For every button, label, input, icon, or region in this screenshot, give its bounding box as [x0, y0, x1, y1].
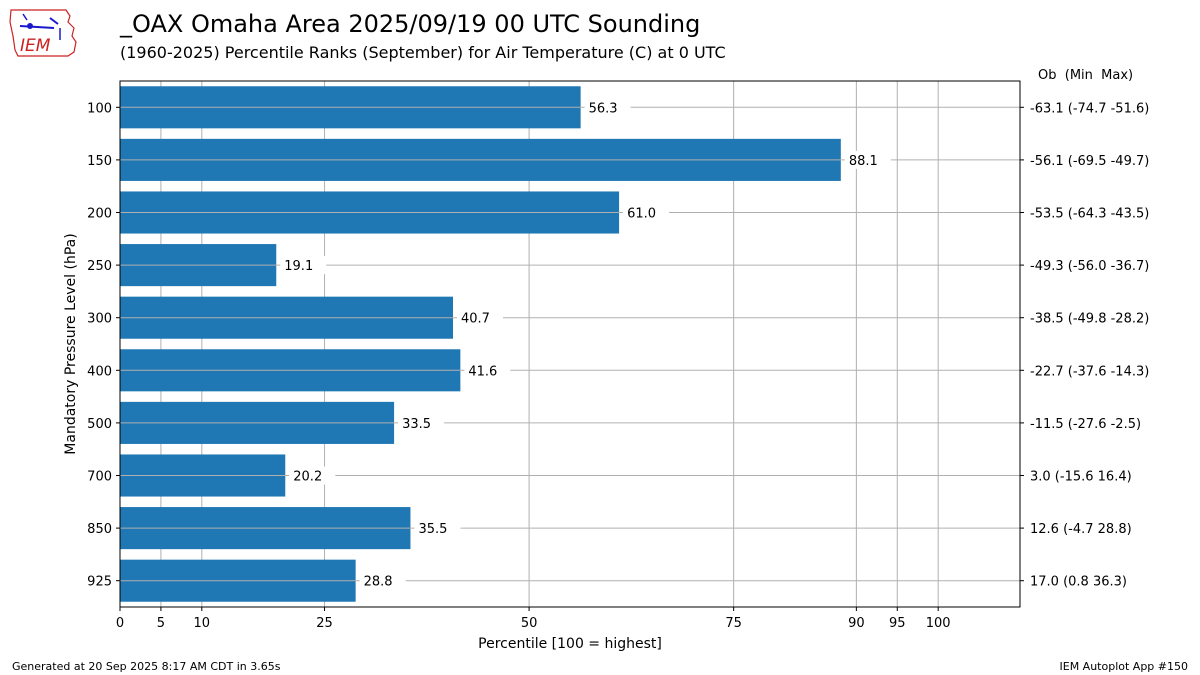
iowa-map-icon: IEM [9, 9, 77, 57]
value-label-background [584, 98, 631, 117]
right-tick-label: -53.5 (-64.3 -43.5) [1030, 207, 1149, 222]
x-tick-label: 95 [889, 616, 906, 631]
right-tick-label: -63.1 (-74.7 -51.6) [1030, 101, 1149, 116]
value-label: 40.7 [461, 312, 490, 327]
y-tick-label: 150 [87, 154, 112, 169]
y-tick-label: 300 [87, 312, 112, 327]
footer-generated-text: Generated at 20 Sep 2025 8:17 AM CDT in … [12, 660, 281, 673]
x-tick-label: 0 [116, 616, 124, 631]
right-tick-label: -49.3 (-56.0 -36.7) [1030, 259, 1149, 274]
x-tick-label: 90 [848, 616, 865, 631]
x-tick-label: 50 [521, 616, 538, 631]
right-tick-label: -22.7 (-37.6 -14.3) [1030, 364, 1149, 379]
axis-ticks: 0 5 10 25 50 75 90 95 100 100 -63.1 (-74.7 -51.6) 1… [87, 101, 1149, 631]
value-label-background [414, 519, 461, 538]
value-label-background [398, 413, 445, 432]
x-axis-label: Percentile [100 = highest] [478, 636, 662, 652]
value-label-background [359, 571, 406, 590]
value-label: 28.8 [364, 575, 393, 590]
y-tick-label: 100 [87, 101, 112, 116]
y-tick-label: 925 [87, 575, 112, 590]
footer-app-label: IEM Autoplot App #150 [1059, 660, 1189, 673]
y-axis-label: Mandatory Pressure Level (hPa) [63, 233, 79, 454]
y-tick-label: 500 [87, 417, 112, 432]
value-label-background [457, 308, 503, 327]
plot-frame [119, 80, 1021, 608]
y-tick-label: 200 [87, 207, 112, 222]
right-tick-label: -56.1 (-69.5 -49.7) [1030, 154, 1149, 169]
x-tick-label: 100 [926, 616, 951, 631]
page-subtitle: (1960-2025) Percentile Ranks (September)… [120, 43, 726, 62]
value-labels: 56.3 88.1 61.0 19.1 40.7 41.6 33.5 20.2 35.5 28.8 [280, 98, 891, 590]
x-tick-label: 25 [316, 616, 333, 631]
y-tick-label: 700 [87, 470, 112, 485]
value-label-background [280, 256, 327, 275]
value-label-background [844, 150, 891, 169]
bars [120, 86, 841, 602]
value-label: 35.5 [418, 522, 447, 537]
value-label: 19.1 [284, 259, 313, 274]
right-tick-label: 12.6 (-4.7 28.8) [1030, 522, 1132, 537]
logo-text: IEM [20, 36, 51, 56]
value-label: 41.6 [468, 364, 497, 379]
right-tick-label: 3.0 (-15.6 16.4) [1030, 470, 1132, 485]
value-label: 56.3 [589, 101, 618, 116]
value-label-background [464, 361, 511, 380]
page-title: _OAX Omaha Area 2025/09/19 00 UTC Soundi… [120, 10, 701, 38]
right-tick-label: 17.0 (0.8 36.3) [1030, 575, 1127, 590]
y-tick-label: 400 [87, 364, 112, 379]
value-label: 88.1 [849, 154, 878, 169]
value-label: 61.0 [627, 207, 656, 222]
value-label: 20.2 [293, 470, 322, 485]
x-tick-label: 75 [725, 616, 742, 631]
value-label: 33.5 [402, 417, 431, 432]
right-tick-label: -38.5 (-49.8 -28.2) [1030, 312, 1149, 327]
right-tick-label: -11.5 (-27.6 -2.5) [1030, 417, 1141, 432]
value-label-background [289, 466, 336, 485]
right-column-header: Ob (Min Max) [1038, 68, 1134, 83]
x-tick-label: 10 [194, 616, 211, 631]
y-tick-label: 250 [87, 259, 112, 274]
iem-logo: IEM [8, 6, 80, 60]
x-tick-label: 5 [157, 616, 165, 631]
y-tick-label: 850 [87, 522, 112, 537]
value-label-background [623, 203, 670, 222]
